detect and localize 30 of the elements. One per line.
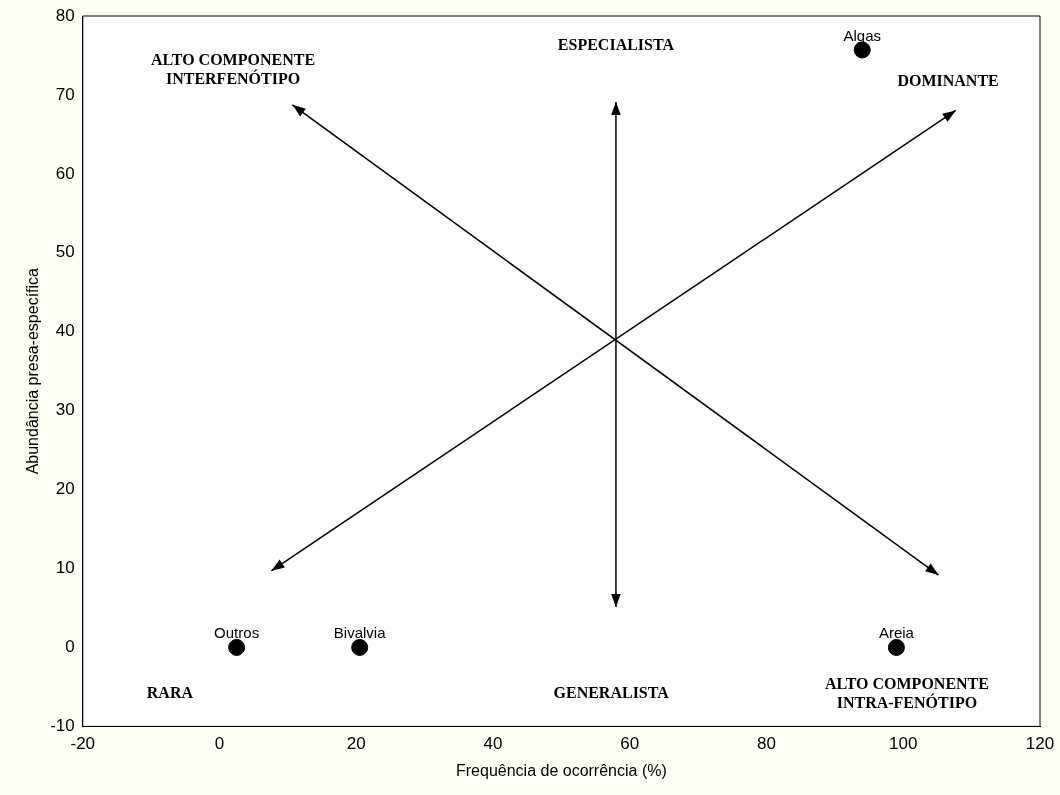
- x-tick-label: 20: [346, 734, 366, 754]
- y-tick-label: 30: [55, 400, 75, 420]
- annotation: Outros: [214, 624, 260, 642]
- annotation: DOMINANTE: [897, 71, 999, 91]
- x-tick-label: 80: [757, 734, 776, 754]
- y-tick-label: -10: [50, 716, 75, 736]
- x-axis-title: Frequência de ocorrência (%): [456, 761, 667, 779]
- annotation: ESPECIALISTA: [557, 35, 675, 55]
- x-tick-label: 40: [483, 734, 503, 754]
- annotation: RARA: [146, 683, 193, 703]
- annotation: ALTO COMPONENTE INTERFENÓTIPO: [151, 50, 316, 89]
- x-tick-label: -20: [70, 734, 96, 754]
- annotation: Areia: [878, 624, 915, 642]
- y-tick-label: 50: [55, 242, 75, 262]
- y-tick-label: 0: [65, 637, 75, 657]
- y-tick-label: 40: [55, 321, 75, 341]
- y-tick-label: 60: [55, 163, 75, 183]
- annotation: Bivalvia: [333, 624, 387, 642]
- x-tick-label: 120: [1025, 734, 1055, 754]
- y-tick-label: 10: [55, 558, 75, 578]
- y-axis-title: Abundância presa-específica: [24, 267, 42, 475]
- x-tick-label: 100: [889, 734, 918, 754]
- annotation: GENERALISTA: [553, 683, 669, 703]
- x-tick-label: 60: [620, 734, 640, 754]
- y-tick-label: 20: [55, 479, 75, 499]
- y-tick-label: 70: [55, 84, 75, 104]
- annotation: ALTO COMPONENTE INTRA-FENÓTIPO: [824, 673, 989, 713]
- x-tick-label: 0: [214, 734, 225, 754]
- y-tick-label: 80: [55, 5, 75, 25]
- annotation: Algas: [843, 26, 881, 44]
